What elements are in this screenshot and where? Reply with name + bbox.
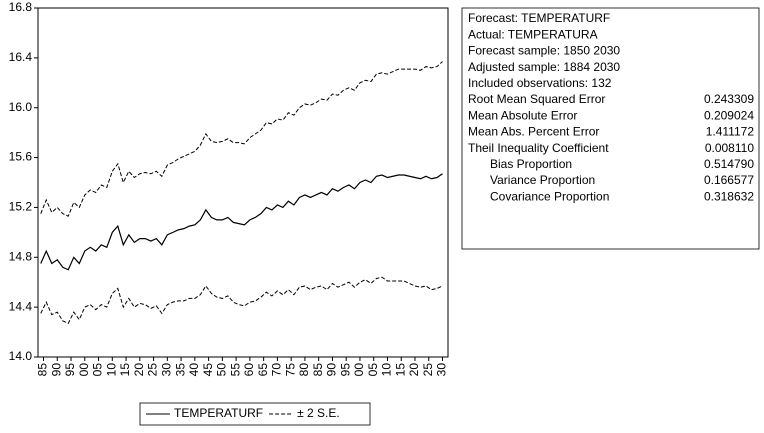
forecast-line bbox=[40, 173, 443, 271]
x-tick-label: 55 bbox=[228, 363, 242, 377]
legend-label: TEMPERATURF bbox=[174, 406, 263, 420]
stats-value: 0.008110 bbox=[705, 141, 754, 155]
legend-box bbox=[139, 402, 371, 426]
se-band-line bbox=[40, 61, 443, 217]
stats-line: Included observations: 132 bbox=[468, 76, 612, 90]
stats-value: 0.209024 bbox=[704, 108, 754, 122]
stats-line: Forecast: TEMPERATURF bbox=[468, 11, 610, 25]
stats-label: Covariance Proportion bbox=[490, 189, 609, 203]
x-tick-label: 10 bbox=[380, 363, 394, 377]
stats-label: Bias Proportion bbox=[490, 157, 572, 171]
x-tick-label: 90 bbox=[325, 363, 339, 377]
stats-value: 0.318632 bbox=[704, 189, 754, 203]
y-tick-label: 16.4 bbox=[9, 50, 33, 64]
stats-label: Mean Absolute Error bbox=[468, 108, 577, 122]
x-tick-label: 70 bbox=[270, 363, 284, 377]
x-tick-label: 05 bbox=[91, 363, 105, 377]
stats-line: Forecast sample: 1850 2030 bbox=[468, 44, 620, 58]
x-tick-label: 00 bbox=[77, 363, 91, 377]
x-tick-label: 05 bbox=[366, 363, 380, 377]
x-tick-label: 80 bbox=[297, 363, 311, 377]
stats-value: 0.243309 bbox=[704, 92, 754, 106]
x-tick-label: 85 bbox=[311, 363, 325, 377]
x-tick-label: 00 bbox=[352, 363, 366, 377]
x-tick-label: 75 bbox=[283, 363, 297, 377]
x-tick-label: 90 bbox=[49, 363, 63, 377]
stats-box bbox=[461, 7, 760, 250]
stats-value: 1.411172 bbox=[706, 125, 755, 139]
se-band-line bbox=[40, 276, 443, 325]
stats-label: Root Mean Squared Error bbox=[468, 92, 605, 106]
x-tick-label: 30 bbox=[435, 363, 449, 377]
x-tick-label: 15 bbox=[393, 363, 407, 377]
stats-value: 0.166577 bbox=[704, 173, 754, 187]
x-tick-label: 60 bbox=[242, 363, 256, 377]
y-tick-label: 16.0 bbox=[9, 100, 33, 114]
legend-label: ± 2 S.E. bbox=[297, 406, 340, 420]
y-tick-label: 14.0 bbox=[9, 349, 33, 363]
y-tick-label: 16.8 bbox=[9, 0, 33, 14]
x-tick-label: 25 bbox=[421, 363, 435, 377]
x-tick-label: 10 bbox=[104, 363, 118, 377]
stats-line: Actual: TEMPERATURA bbox=[468, 27, 598, 41]
y-tick-label: 15.2 bbox=[9, 200, 33, 214]
x-tick-label: 45 bbox=[201, 363, 215, 377]
plot-frame bbox=[37, 7, 449, 358]
stats-value: 0.514790 bbox=[704, 157, 754, 171]
stats-label: Mean Abs. Percent Error bbox=[468, 125, 599, 139]
y-tick-label: 15.6 bbox=[9, 150, 33, 164]
x-tick-label: 30 bbox=[160, 363, 174, 377]
stats-line: Adjusted sample: 1884 2030 bbox=[468, 60, 620, 74]
y-tick-label: 14.4 bbox=[9, 299, 33, 313]
x-tick-label: 35 bbox=[173, 363, 187, 377]
x-tick-label: 50 bbox=[215, 363, 229, 377]
x-tick-label: 15 bbox=[118, 363, 132, 377]
x-tick-label: 40 bbox=[187, 363, 201, 377]
x-tick-label: 95 bbox=[338, 363, 352, 377]
stats-label: Variance Proportion bbox=[490, 173, 595, 187]
y-tick-label: 14.8 bbox=[9, 249, 33, 263]
x-tick-label: 65 bbox=[256, 363, 270, 377]
x-tick-label: 20 bbox=[132, 363, 146, 377]
x-tick-label: 20 bbox=[407, 363, 421, 377]
x-tick-label: 85 bbox=[36, 363, 50, 377]
stats-label: Theil Inequality Coefficient bbox=[468, 141, 609, 155]
x-tick-label: 95 bbox=[63, 363, 77, 377]
x-tick-label: 25 bbox=[146, 363, 160, 377]
